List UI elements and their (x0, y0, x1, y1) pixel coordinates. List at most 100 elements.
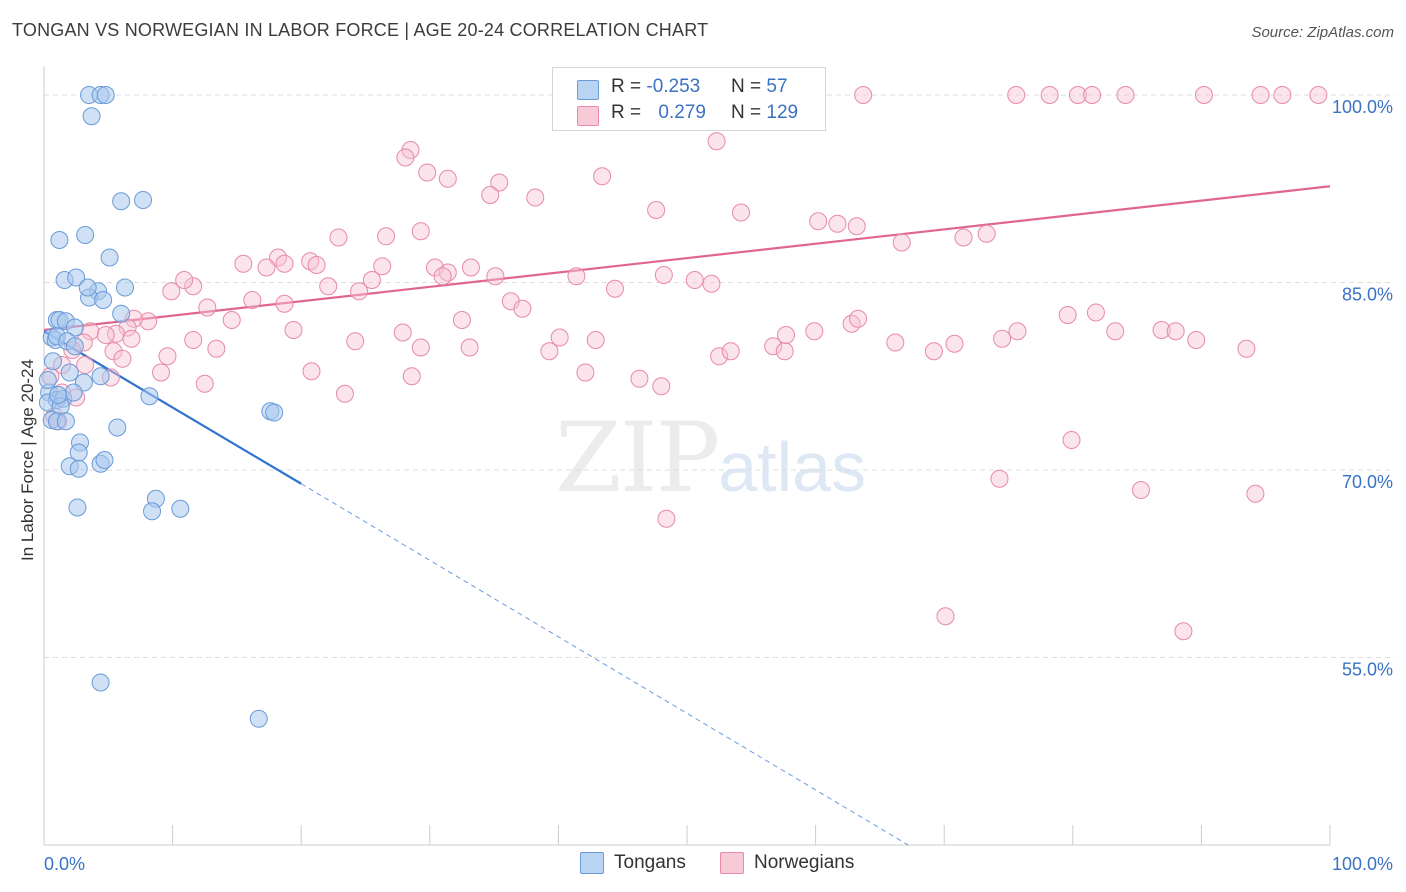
x-tick-label-min: 0.0% (44, 854, 85, 874)
tongan-point (65, 318, 84, 337)
norwegian-point (175, 271, 194, 289)
norwegian-point (854, 86, 873, 104)
tongan-swatch (577, 80, 599, 100)
norwegian-point (275, 254, 294, 273)
norwegian-point (721, 342, 740, 361)
norwegian-point (1008, 322, 1027, 341)
tongan-point (38, 371, 57, 389)
norwegian-point (139, 312, 158, 331)
norwegian-point (346, 332, 365, 351)
norwegian-point (307, 256, 326, 274)
tongan-point (94, 291, 113, 309)
tongan-legend-swatch (580, 852, 604, 874)
tongan-point (140, 387, 159, 406)
tongan-point (69, 459, 88, 478)
norwegian-point (184, 277, 203, 296)
norwegian-point (319, 277, 338, 296)
legend-item-tongans[interactable]: Tongans (580, 852, 686, 874)
watermark: ZIPatlas (555, 402, 866, 514)
norwegian-point (481, 186, 500, 204)
legend-n-label: N = (731, 76, 767, 97)
norwegian-point (195, 374, 214, 393)
norwegian-point (775, 342, 794, 361)
norwegian-point (1251, 86, 1270, 104)
norwegian-point (954, 228, 973, 247)
legend-r-label: R = (611, 76, 647, 97)
norwegian-point (152, 363, 171, 382)
norwegian-point (257, 258, 276, 277)
tongan-point (67, 268, 86, 287)
norwegian-point (550, 328, 569, 347)
tongan-point (91, 673, 110, 692)
norwegian-point (184, 331, 203, 349)
norwegian-point (243, 291, 262, 309)
norwegian-point (411, 222, 430, 241)
norwegian-point (1187, 331, 1206, 349)
norwegian-point (222, 311, 241, 329)
tongan-point (44, 352, 63, 371)
x-tick-label-max: 100.0% (1332, 854, 1393, 874)
x-tick-labels: 0.0% 100.0% (44, 854, 1393, 874)
norwegian-point (1237, 339, 1256, 358)
tongan-point (65, 337, 84, 356)
norwegian-point (993, 329, 1012, 348)
axes (43, 66, 1331, 846)
source-credit: Source: ZipAtlas.com (1251, 24, 1394, 41)
norwegian-point (486, 267, 505, 286)
norwegian-point (122, 329, 141, 348)
norwegian-point (1007, 86, 1026, 104)
norwegian-swatch (577, 106, 599, 126)
norwegian-point (1166, 322, 1185, 341)
tongan-point (112, 192, 131, 211)
watermark-atlas: atlas (718, 428, 867, 506)
norwegian-point (302, 362, 321, 381)
norwegian-point (513, 299, 532, 318)
norwegian-point (1062, 431, 1081, 449)
norwegian-point (990, 469, 1009, 488)
norwegian-point (1083, 86, 1102, 104)
norwegian-point (540, 342, 559, 361)
norwegian-point (593, 167, 612, 186)
norwegian-point (402, 367, 421, 386)
tongan-points (38, 86, 284, 728)
norwegian-point (702, 274, 721, 293)
norwegian-point (396, 148, 415, 167)
norwegian-point (461, 258, 480, 277)
norwegian-point (764, 337, 783, 356)
norwegian-point (805, 322, 824, 341)
legend-r-label: R = (611, 102, 647, 123)
norwegian-point (1309, 86, 1328, 104)
y-axis-label: In Labor Force | Age 20-24 (18, 359, 37, 561)
tongan-point (91, 367, 110, 386)
tongan-point (116, 278, 135, 297)
tongan-point (76, 226, 95, 244)
tongan-point (60, 363, 79, 382)
tongan-point (96, 86, 115, 104)
norwegian-points (41, 86, 1328, 641)
norwegian-point (198, 298, 217, 317)
norwegian-point (809, 212, 828, 231)
norwegian-point (113, 349, 132, 368)
norwegian-point (362, 271, 381, 289)
norwegian-point (76, 356, 95, 374)
norwegian-point (350, 282, 369, 301)
tongan-point (56, 412, 75, 431)
norwegian-point (275, 294, 294, 313)
y-tick-label: 55.0% (1342, 660, 1393, 680)
legend-r-value: 0.279 (658, 102, 706, 123)
norwegian-point (1273, 86, 1292, 104)
norwegian-point (647, 201, 666, 219)
legend-item-norwegians[interactable]: Norwegians (720, 852, 854, 874)
norwegian-point (377, 227, 396, 246)
tongan-point (143, 502, 162, 521)
tongan-point (64, 383, 83, 402)
norwegian-point (1152, 321, 1171, 339)
legend-norwegians-label: Norwegians (754, 852, 855, 873)
grid-lines (44, 94, 1395, 658)
watermark-zip: ZIP (555, 402, 720, 514)
series-legend: Tongans Norwegians (0, 852, 1406, 878)
norwegian-point (710, 347, 729, 366)
y-tick-label: 100.0% (1332, 97, 1393, 117)
norwegian-point (1068, 86, 1087, 104)
tongan-point (100, 248, 119, 267)
